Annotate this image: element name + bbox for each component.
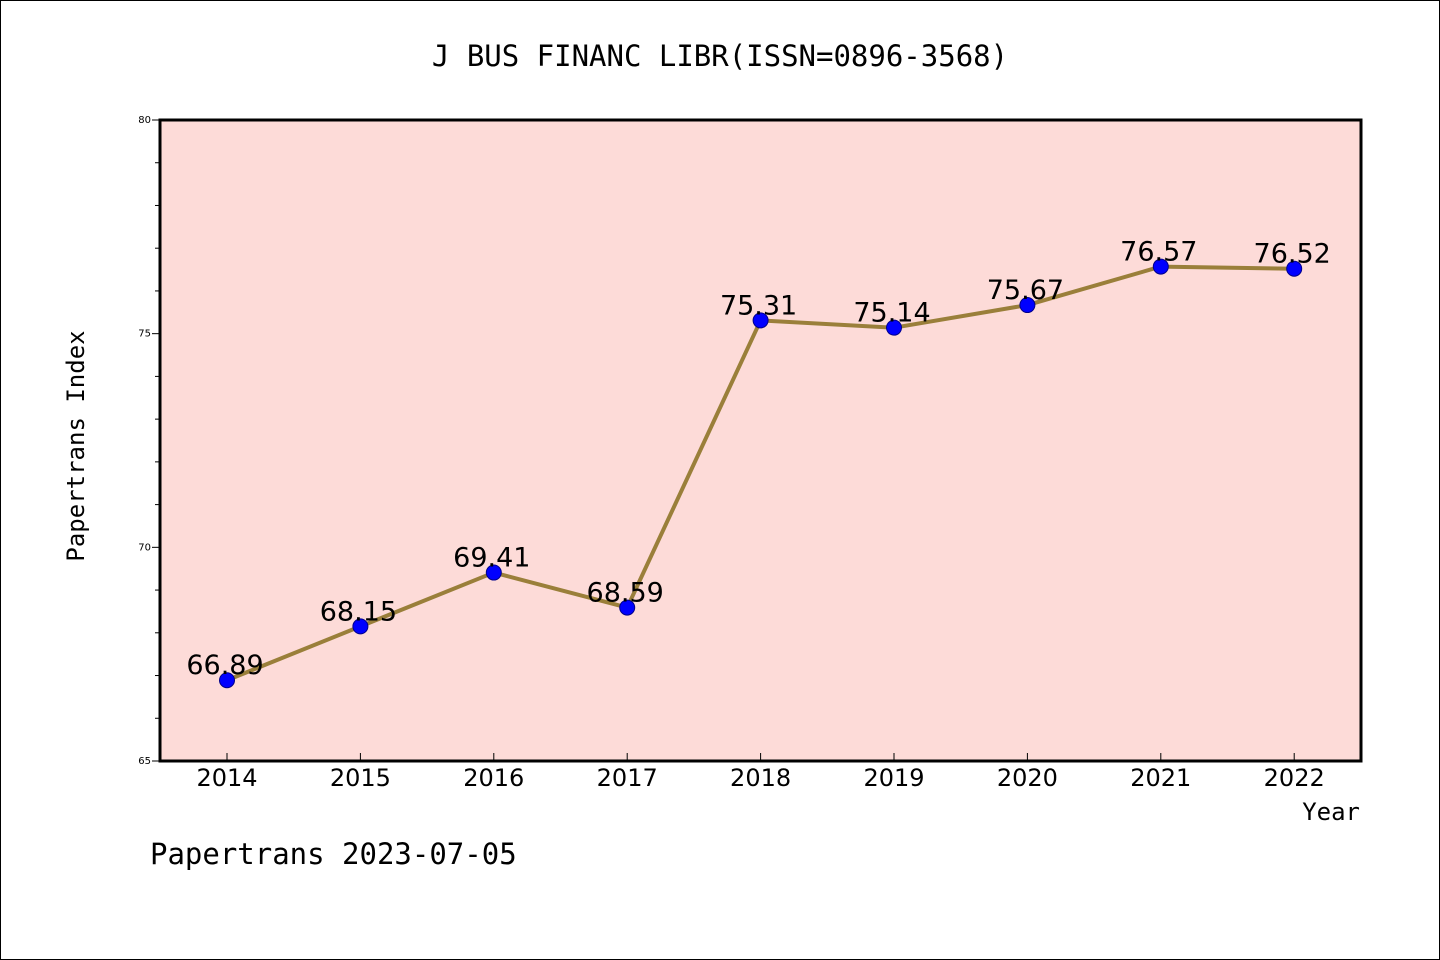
y-tick-label: 70: [138, 542, 151, 553]
x-tick-label: 2017: [597, 764, 658, 792]
x-tick-label: 2020: [997, 764, 1058, 792]
y-tick-label: 75: [138, 329, 151, 340]
data-point: [1019, 297, 1036, 314]
x-tick-label: 2018: [730, 764, 791, 792]
data-label: 76.57: [1120, 237, 1197, 268]
x-tick-label: 2021: [1130, 764, 1191, 792]
data-point: [485, 564, 502, 581]
data-point: [352, 618, 369, 635]
footer-date-text: Papertrans 2023-07-05: [150, 837, 517, 871]
y-axis-label: Papertrans Index: [62, 330, 90, 561]
data-label: 68.15: [320, 596, 397, 627]
x-tick-label: 2022: [1264, 764, 1325, 792]
data-point: [1286, 260, 1303, 277]
x-tick-label: 2016: [463, 764, 524, 792]
y-tick-label: 65: [138, 756, 151, 767]
y-axis: 65 70 75 80: [138, 115, 160, 767]
data-label: 69.41: [453, 543, 530, 574]
data-labels: 66.89 68.15 69.41 68.59 75.31 75.14 75.67 76.57…: [186, 237, 1330, 682]
y-tick-label: 80: [138, 115, 151, 126]
data-label: 68.59: [587, 578, 664, 609]
x-tick-label: 2015: [330, 764, 391, 792]
data-point: [219, 672, 235, 689]
data-point: [619, 599, 636, 616]
x-tick-label: 2019: [863, 764, 924, 792]
data-point: [752, 312, 769, 329]
plot-area: [158, 118, 1363, 763]
data-label: 75.67: [987, 275, 1064, 306]
data-label: 75.14: [853, 298, 930, 329]
data-label: 76.52: [1254, 239, 1331, 270]
data-points: [219, 258, 1303, 689]
data-label: 66.89: [186, 650, 263, 681]
data-point: [886, 319, 902, 336]
chart-title: J BUS FINANC LIBR(ISSN=0896-3568): [432, 39, 1008, 73]
x-axis: 2014 2015 2016 2017 2018 2019 2020 2021 2022: [196, 753, 1325, 792]
x-axis-label: Year: [1302, 798, 1360, 826]
x-tick-label: 2014: [196, 764, 257, 792]
data-label: 75.31: [720, 290, 797, 321]
data-point: [1152, 258, 1169, 275]
